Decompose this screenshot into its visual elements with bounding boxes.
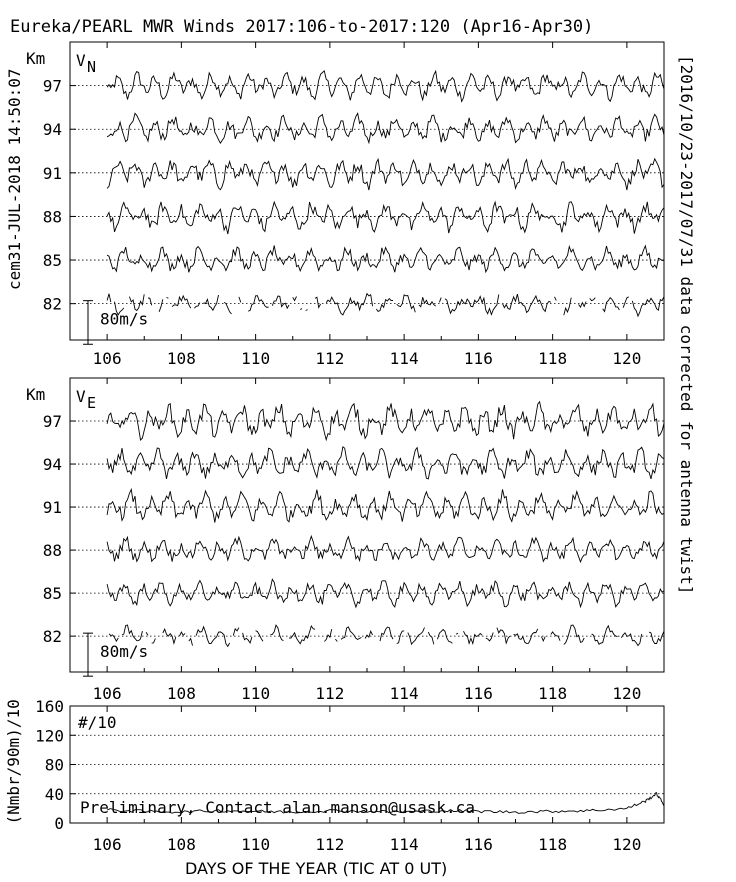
ve-wind-trace-94 [106,445,665,480]
figure-title: Eureka/PEARL MWR Winds 2017:106-to-2017:… [10,17,593,37]
vn-panel-frame [69,41,665,341]
x-axis-label: DAYS OF THE YEAR (TIC AT 0 UT) [185,859,447,877]
count-y-tick-label-160: 160 [35,697,64,716]
count-x-tick-label-116: 116 [464,835,493,854]
ve-y-tick-label-82: 82 [43,627,62,646]
left-vertical-label: cem31-JUL-2018 14:50:07 [5,68,24,290]
vn-wind-trace-97 [106,69,665,103]
ve-component-subscript: E [87,394,96,412]
ve-component-label: V [76,387,86,406]
vn-wind-trace-94 [106,112,665,145]
count-x-tick-label-112: 112 [315,835,344,854]
count-x-tick-label-114: 114 [390,835,419,854]
ve-x-tick-label-108: 108 [167,684,196,703]
ve-x-tick-label-110: 110 [241,684,270,703]
vn-y-tick-label-94: 94 [43,120,62,139]
vn-x-tick-label-116: 116 [464,349,493,368]
right-vertical-label: [2016/10/23-2017/07/31 data corrected fo… [677,55,696,594]
vn-wind-trace-91 [106,157,665,191]
vn-y-tick-label-85: 85 [43,251,62,270]
count-y-tick-label-40: 40 [45,785,64,804]
vn-scale-label: 80m/s [100,310,148,329]
vn-y-tick-label-97: 97 [43,77,62,96]
ve-x-tick-label-114: 114 [390,684,419,703]
vn-y-unit: Km [26,49,45,68]
vn-x-tick-label-120: 120 [612,349,641,368]
vn-x-tick-label-110: 110 [241,349,270,368]
count-y-tick-label-0: 0 [54,814,64,833]
vn-x-tick-label-118: 118 [538,349,567,368]
ve-x-tick-label-106: 106 [93,684,122,703]
count-x-tick-label-106: 106 [93,835,122,854]
count-y-tick-label-120: 120 [35,726,64,745]
vn-wind-trace-88 [106,200,665,235]
vn-x-tick-label-114: 114 [390,349,419,368]
ve-y-tick-label-97: 97 [43,412,62,431]
ve-y-tick-label-94: 94 [43,455,62,474]
vn-x-tick-label-106: 106 [93,349,122,368]
ve-x-tick-label-116: 116 [464,684,493,703]
ve-scale-label: 80m/s [100,642,148,661]
vn-y-tick-label-82: 82 [43,295,62,314]
ve-x-tick-label-112: 112 [315,684,344,703]
ve-wind-trace-88 [106,534,665,564]
ve-y-tick-label-91: 91 [43,498,62,517]
vn-wind-trace-82 [106,292,665,318]
vn-component-label: V [76,51,86,70]
ve-wind-trace-97 [106,400,665,442]
count-panel-label: #/10 [78,713,117,732]
count-x-tick-label-110: 110 [241,835,270,854]
ve-y-unit: Km [26,385,45,404]
vn-y-tick-label-88: 88 [43,207,62,226]
vn-component-subscript: N [87,58,96,76]
vn-wind-trace-85 [106,244,665,274]
count-y-tick-label-80: 80 [45,756,64,775]
ve-x-tick-label-120: 120 [612,684,641,703]
ve-x-tick-label-118: 118 [538,684,567,703]
count-count-trace [106,792,665,814]
ve-y-tick-label-88: 88 [43,541,62,560]
count-y-axis-label: (Nmbr/90m)/10 [4,699,23,824]
count-x-tick-label-118: 118 [538,835,567,854]
count-note: Preliminary, Contact alan.manson@usask.c… [80,798,475,817]
vn-x-tick-label-108: 108 [167,349,196,368]
ve-wind-trace-91 [106,487,665,523]
vn-x-tick-label-112: 112 [315,349,344,368]
ve-wind-trace-85 [106,578,665,609]
count-x-tick-label-120: 120 [612,835,641,854]
ve-y-tick-label-85: 85 [43,584,62,603]
vn-y-tick-label-91: 91 [43,164,62,183]
ve-wind-trace-82 [108,624,665,648]
count-x-tick-label-108: 108 [167,835,196,854]
